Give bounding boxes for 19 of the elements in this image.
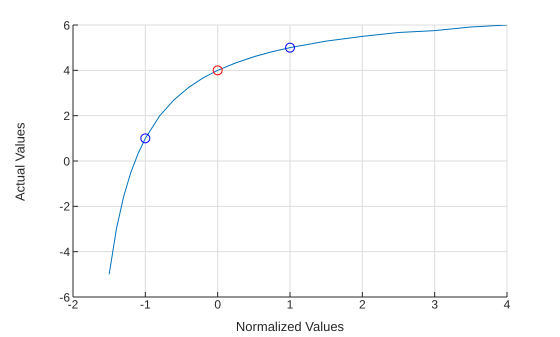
y-tick-label: 2 <box>63 108 70 123</box>
y-tick-label: -4 <box>59 244 70 259</box>
line-series <box>108 25 507 275</box>
x-tick-label: 4 <box>504 298 511 312</box>
point <box>212 65 223 76</box>
y-tick-label: -6 <box>59 290 70 304</box>
y-axis-title: Actual Values <box>12 122 28 201</box>
y-tick-label: 0 <box>63 154 70 168</box>
y-tick-label: 6 <box>63 18 70 32</box>
x-axis-title: Normalized Values <box>236 319 345 334</box>
point <box>285 42 295 53</box>
x-tick-label: 0 <box>214 298 222 312</box>
x-tick-label: -1 <box>140 298 151 312</box>
x-tick-label: 1 <box>286 298 294 312</box>
point <box>140 133 150 144</box>
x-tick-label: 2 <box>358 298 366 312</box>
y-tick-label: 4 <box>63 64 70 78</box>
y-tick-label: -2 <box>59 200 70 214</box>
x-tick-label: 3 <box>431 298 438 312</box>
